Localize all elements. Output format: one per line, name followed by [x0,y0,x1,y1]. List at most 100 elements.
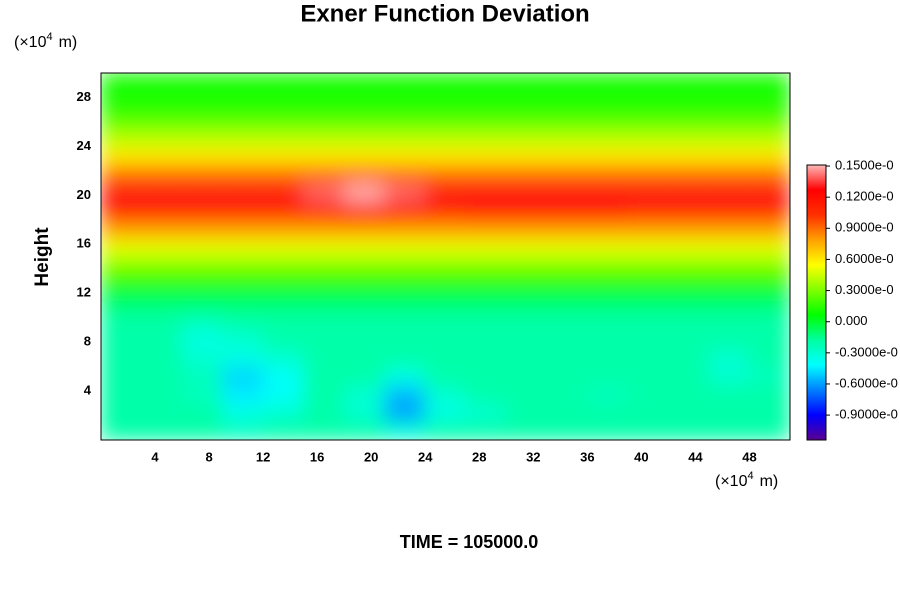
field-cell [384,366,426,386]
field-cell [546,219,588,239]
field-cell [343,292,386,313]
field-cell [465,329,507,349]
field-cell [708,256,750,276]
field-cell [748,384,790,404]
field-cell [141,164,183,184]
field-cell [101,274,143,294]
field-cell [262,73,305,92]
field-cell [384,274,426,294]
field-cell [505,402,548,423]
field-cell [586,164,629,184]
field-cell [424,329,467,349]
colorbar-tick-label: 0.1200e-0 [835,189,894,204]
field-cell [343,237,386,257]
field-cell [748,329,790,349]
field-cell [667,402,710,423]
field-cell [222,402,264,423]
field-cell [586,421,629,440]
field-cell [586,127,629,147]
field-cell [667,274,710,294]
field-cell [222,90,264,111]
field-cell [505,347,548,368]
y-tick-label: 4 [84,383,92,398]
field-cell [708,237,750,257]
field-cell [505,90,548,111]
y-unit-base: (×10 [14,34,47,51]
chart-title: Exner Function Deviation [300,0,589,27]
field-cell [101,164,143,184]
field-cell [667,219,710,239]
field-cell [465,164,507,184]
field-cell [667,109,710,129]
field-cell [101,421,143,440]
field-cell [303,109,345,129]
field-cell [262,329,305,349]
field-cell [384,256,426,276]
field-cell [181,274,224,294]
field-cell [586,182,629,202]
field-cell [465,274,507,294]
field-cell [667,256,710,276]
field-cell [708,329,750,349]
field-cell [586,256,629,276]
field-cell [303,421,345,440]
field-cell [181,182,224,202]
field-cell [627,182,669,202]
field-cell [748,421,790,440]
y-tick-label: 20 [77,187,91,202]
field-cell [505,109,548,129]
field-cell [667,292,710,313]
field-cell [465,421,507,440]
field-cell [141,347,183,368]
field-cell [222,347,264,368]
field-cell [546,329,588,349]
field-cell [627,90,669,111]
field-cell [546,90,588,111]
field-cell [505,421,548,440]
field-cell [708,366,750,386]
field-cell [181,366,224,386]
field-cell [343,402,386,423]
field-cell [303,347,345,368]
field-cell [343,421,386,440]
x-unit-unit: m) [760,473,779,490]
field-cell [627,384,669,404]
field-cell [262,182,305,202]
field-cell [262,200,305,221]
y-tick-label: 28 [77,89,91,104]
field-cell [505,182,548,202]
field-cell [424,164,467,184]
colorbar-tick-label: 0.6000e-0 [835,251,894,266]
field-cell [505,127,548,147]
field-cell [101,73,143,92]
field-cell [465,256,507,276]
y-tick-label: 24 [77,138,92,153]
field-cell [262,347,305,368]
field-cell [141,127,183,147]
field-cell [465,237,507,257]
field-cell [546,182,588,202]
field-cell [343,347,386,368]
colorbar-tick-label: 0.3000e-0 [835,282,894,297]
x-tick-label: 8 [205,449,212,464]
field-cell [627,200,669,221]
field-cell [586,90,629,111]
field-cell [627,73,669,92]
field-cell [465,145,507,166]
field-cell [343,73,386,92]
field-cell [627,274,669,294]
field-cell [424,402,467,423]
field-cell [384,347,426,368]
field-cell [262,109,305,129]
field-cell [667,421,710,440]
field-cell [262,274,305,294]
x-tick-label: 4 [151,449,159,464]
field-cell [303,145,345,166]
field-cell [181,384,224,404]
field-cell [343,182,386,202]
field-cell [465,292,507,313]
field-cell [586,274,629,294]
field-cell [384,145,426,166]
field-cell [101,200,143,221]
